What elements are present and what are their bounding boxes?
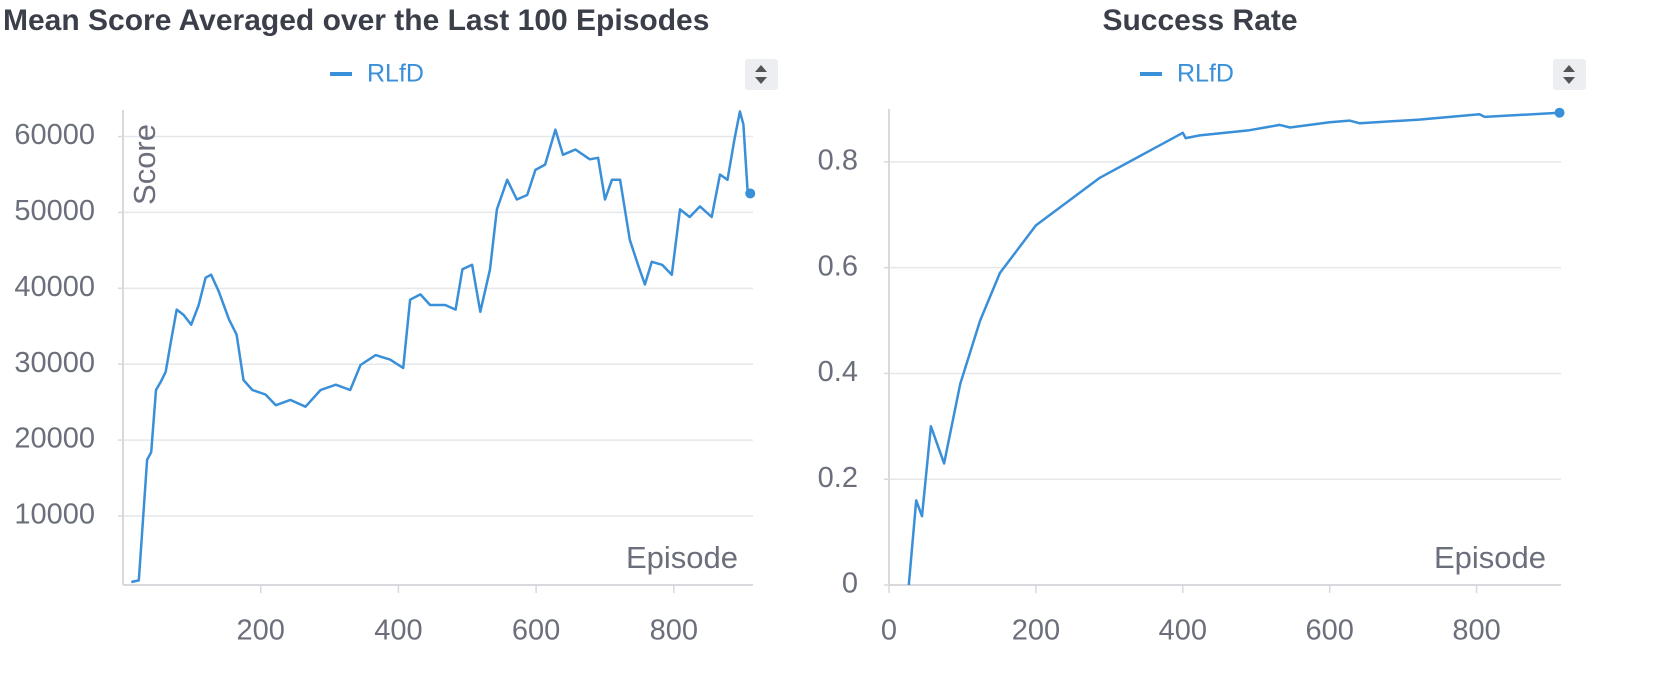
y-tick-label: 40000 [14,271,95,303]
end-point [745,188,756,199]
y-tick-label: 20000 [14,423,95,455]
x-tick-label: 400 [374,615,422,647]
x-tick-label: 600 [1305,615,1353,647]
y-tick-label: 10000 [14,499,95,531]
sort-control[interactable] [745,59,778,90]
x-axis-label: Episode [626,540,738,575]
x-tick-label: 800 [1452,615,1500,647]
sort-button[interactable] [1553,59,1586,90]
y-tick-label: 0.6 [818,250,858,282]
y-tick-label: 0.8 [818,145,858,177]
x-axis-label: Episode [1434,540,1546,575]
legend-label: RLfD [1177,60,1234,88]
y-tick-label: 0.4 [818,356,858,388]
chart-title: Success Rate [1102,4,1297,37]
chart-title: Mean Score Averaged over the Last 100 Ep… [3,4,709,37]
y-tick-label: 0.2 [818,462,858,494]
series-line [907,111,1560,586]
sort-control[interactable] [1553,59,1586,90]
x-tick-label: 800 [650,615,698,647]
x-tick-label: 200 [1012,615,1060,647]
y-tick-label: 50000 [14,195,95,227]
x-tick-label: 200 [237,615,285,647]
x-tick-label: 600 [512,615,560,647]
series-line [131,110,752,584]
x-tick-label: 0 [881,615,897,647]
y-axis-label: Score [127,124,162,205]
end-point [1554,107,1565,118]
sort-button[interactable] [745,59,778,90]
y-tick-label: 0 [842,568,858,600]
sort-icon [755,65,767,84]
sort-icon [1563,65,1575,84]
y-tick-label: 60000 [14,119,95,151]
legend-label: RLfD [367,60,424,88]
x-tick-label: 400 [1159,615,1207,647]
y-tick-label: 30000 [14,347,95,379]
